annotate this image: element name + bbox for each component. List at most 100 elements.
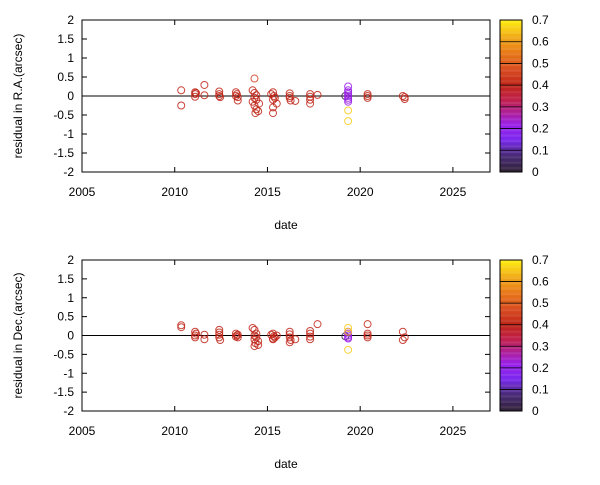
colorbar-band: [500, 93, 522, 97]
colorbar-band: [500, 392, 522, 396]
data-point: [215, 92, 224, 100]
data-point: [215, 325, 224, 334]
y-tick-label: 2: [67, 253, 74, 267]
colorbar-band: [500, 22, 522, 26]
colorbar-band: [500, 147, 522, 151]
colorbar-tick-label: 0.1: [532, 382, 549, 396]
colorbar-band: [500, 30, 522, 35]
data-point: [192, 88, 201, 97]
data-point: [216, 93, 225, 102]
colorbar-band: [500, 49, 522, 54]
x-tick-label: 2020: [347, 424, 374, 438]
colorbar-band: [500, 324, 522, 328]
colorbar-tick-label: 0.4: [532, 78, 549, 92]
data-point: [344, 345, 353, 354]
y-axis-label: residual in Dec.(arcsec): [11, 272, 25, 398]
plot-frame: [81, 19, 491, 173]
data-point: [306, 329, 315, 338]
data-point: [255, 99, 264, 108]
colorbar-band: [500, 278, 522, 283]
colorbar-band: [500, 335, 522, 339]
colorbar-band: [500, 295, 522, 299]
data-point: [344, 106, 353, 115]
data-point: [313, 320, 322, 329]
colorbar-band: [500, 144, 522, 149]
colorbar-band: [500, 71, 522, 75]
colorbar-band: [500, 115, 522, 119]
y-tick-label: 0.5: [57, 310, 74, 324]
y-tick-label: -1.5: [53, 146, 74, 160]
colorbar-band: [500, 79, 522, 83]
colorbar-band: [500, 44, 522, 48]
x-tick-label: 2010: [161, 185, 188, 199]
colorbar-band: [500, 25, 522, 29]
colorbar-band: [500, 153, 522, 157]
colorbar-band: [500, 384, 522, 388]
data-point: [270, 93, 279, 102]
colorbar-band: [500, 362, 522, 366]
data-point: [285, 330, 294, 339]
data-point: [306, 99, 315, 108]
colorbar-band: [500, 332, 522, 336]
colorbar-tick-label: 0.4: [532, 318, 549, 332]
colorbar-band: [500, 41, 522, 45]
colorbar-band: [500, 161, 522, 165]
colorbar-band: [500, 139, 522, 143]
data-point: [250, 101, 259, 110]
data-point: [177, 323, 186, 332]
data-point: [215, 330, 224, 339]
data-point: [400, 333, 409, 342]
colorbar-band: [500, 359, 522, 363]
colorbar-band: [500, 63, 522, 67]
colorbar-band: [500, 343, 522, 347]
colorbar-band: [500, 55, 522, 59]
colorbar-band: [500, 408, 522, 412]
colorbar-band: [500, 400, 522, 404]
colorbar-band: [500, 284, 522, 288]
colorbar-band: [500, 90, 522, 94]
data-point: [306, 332, 315, 341]
colorbar-band: [500, 354, 522, 358]
data-point: [269, 109, 278, 118]
colorbar-band: [500, 351, 522, 355]
data-point: [363, 333, 372, 342]
data-point: [254, 107, 263, 116]
data-point: [252, 329, 261, 338]
data-point: [313, 90, 322, 99]
data-point: [286, 96, 295, 105]
data-point: [191, 92, 200, 101]
colorbar-band: [500, 77, 522, 81]
y-axis-label: residual in R.A.(arcsec): [11, 34, 25, 159]
x-tick-label: 2025: [440, 185, 467, 199]
colorbar-band: [500, 101, 522, 105]
colorbar-band: [500, 375, 522, 380]
y-tick-label: 1: [67, 51, 74, 65]
colorbar-band: [500, 96, 522, 100]
data-point: [291, 335, 300, 344]
colorbar-band: [500, 292, 522, 296]
data-point: [344, 327, 353, 336]
x-tick-label: 2010: [161, 424, 188, 438]
y-tick-label: -2: [63, 165, 74, 179]
data-point: [398, 327, 407, 336]
x-tick-label: 2015: [254, 185, 281, 199]
data-point: [344, 82, 353, 91]
colorbar-band: [500, 169, 522, 173]
dec-residual-panel: -2 -1.5 -1 -0.5 0 0.5 1 1.5 2 2005 2010 2015 2020 202…: [11, 253, 549, 471]
colorbar-band: [500, 28, 522, 32]
colorbar-band: [500, 365, 522, 369]
colorbar-band: [500, 316, 522, 320]
y-tick-label: -1.5: [53, 385, 74, 399]
data-point: [344, 323, 353, 332]
data-point: [250, 325, 259, 334]
y-tick-label: 1.5: [57, 272, 74, 286]
colorbar-tick-label: 0.3: [532, 339, 549, 353]
colorbar-tick-label: 0: [532, 404, 539, 418]
colorbar-band: [500, 123, 522, 127]
colorbar-band: [500, 47, 522, 51]
ra-residual-panel: -2 -1.5 -1 -0.5 0 0.5 1 1.5 2 2005 2010 2015 2020 202…: [11, 13, 549, 232]
data-point: [285, 327, 294, 336]
y-tick-label: 1.5: [57, 32, 74, 46]
y-tick-label: -0.5: [53, 108, 74, 122]
